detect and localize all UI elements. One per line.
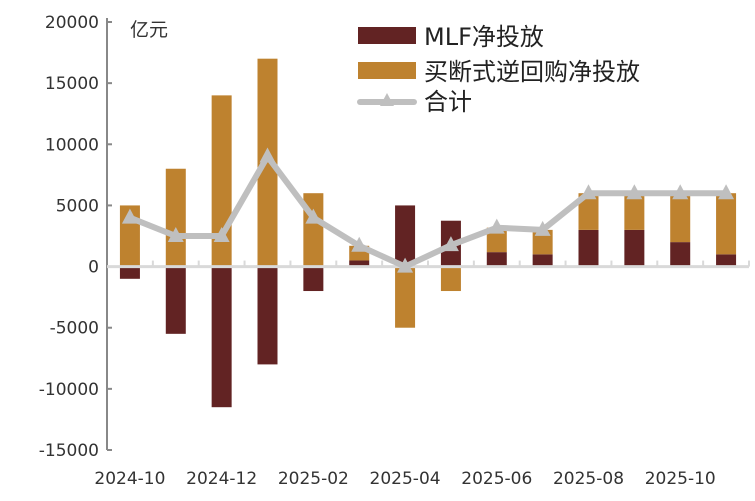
total-point-triangle xyxy=(534,220,551,236)
total-line xyxy=(121,147,735,273)
x-tick-label: 2025-04 xyxy=(370,469,441,489)
total-point-triangle xyxy=(167,227,184,242)
bar-reverse-repo xyxy=(716,193,737,255)
y-tick-label: 5000 xyxy=(56,196,99,216)
bar-mlf xyxy=(257,266,278,365)
bar-reverse-repo xyxy=(578,193,599,230)
total-point-triangle xyxy=(305,208,322,224)
legend-triangle-icon xyxy=(380,93,394,106)
total-point-triangle xyxy=(121,208,138,224)
legend: MLF净投放 买断式逆回购净投放 合计 xyxy=(357,23,640,116)
total-point-triangle xyxy=(580,184,597,200)
x-tick-label: 2025-10 xyxy=(645,469,716,489)
total-point-triangle xyxy=(718,184,735,200)
bar-mlf xyxy=(670,242,691,267)
bar-reverse-repo xyxy=(486,227,507,253)
bar-mlf xyxy=(119,266,140,279)
bar-mlf xyxy=(349,260,370,267)
x-tick-label: 2025-02 xyxy=(278,469,349,489)
unit-label: 亿元 xyxy=(130,19,168,41)
y-tick-label: -10000 xyxy=(39,380,99,400)
total-line-path xyxy=(128,153,727,270)
legend-label-total: 合计 xyxy=(424,88,472,116)
y-tick-label: 0 xyxy=(88,258,99,278)
bar-reverse-repo xyxy=(624,193,645,230)
bar-reverse-repo xyxy=(257,58,278,267)
axes: 20000 15000 10000 5000 0 -5000 -10000 -15000 202… xyxy=(39,13,750,489)
bar-reverse-repo xyxy=(395,266,416,328)
y-tick-label: 10000 xyxy=(45,135,99,155)
y-tick-label: -15000 xyxy=(39,441,99,461)
bar-mlf xyxy=(303,266,324,292)
bar-reverse-repo xyxy=(670,193,691,243)
legend-label-mlf: MLF净投放 xyxy=(424,23,544,51)
y-tick-label: -5000 xyxy=(50,319,99,339)
bar-mlf xyxy=(211,266,232,408)
bar-reverse-repo xyxy=(440,266,461,292)
total-point-triangle xyxy=(259,147,276,163)
bar-mlf xyxy=(486,252,507,267)
total-point-triangle xyxy=(442,236,459,252)
total-point-triangle xyxy=(488,218,505,234)
legend-label-reverse-repo: 买断式逆回购净投放 xyxy=(424,58,640,86)
legend-swatch-mlf xyxy=(358,27,416,44)
bar-mlf xyxy=(716,254,737,267)
y-tick-label: 20000 xyxy=(45,13,99,33)
bar-mlf xyxy=(165,266,186,334)
x-tick-label: 2025-06 xyxy=(461,469,532,489)
bar-mlf xyxy=(395,205,416,267)
x-tick-label: 2024-10 xyxy=(94,469,165,489)
total-point-triangle xyxy=(351,236,368,252)
y-tick-label: 15000 xyxy=(45,74,99,94)
bar-mlf xyxy=(624,229,645,267)
bar-reverse-repo xyxy=(532,229,553,255)
bar-mlf xyxy=(578,229,599,267)
bars xyxy=(119,58,737,408)
x-tick-label: 2024-12 xyxy=(186,469,257,489)
total-point-triangle xyxy=(213,227,230,242)
legend-swatch-reverse-repo xyxy=(358,62,416,79)
x-tick-label: 2025-08 xyxy=(553,469,624,489)
total-point-triangle xyxy=(672,184,689,200)
total-point-triangle xyxy=(626,184,643,200)
total-point-triangle xyxy=(397,257,414,273)
bar-reverse-repo xyxy=(165,168,186,267)
bar-mlf xyxy=(532,254,553,267)
